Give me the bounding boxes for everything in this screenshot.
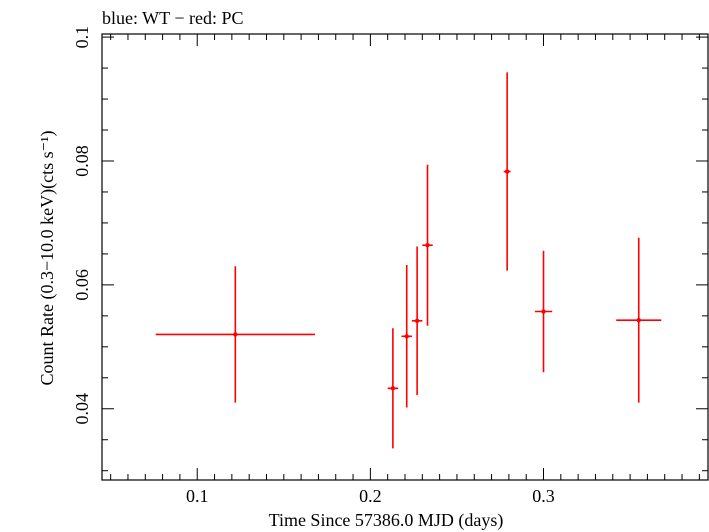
data-point (636, 317, 641, 323)
data-point (425, 243, 430, 248)
plot-area (101, 33, 709, 481)
y-tick-label: 0.06 (72, 269, 92, 301)
series-0 (155, 72, 662, 449)
x-axis-label: Time Since 57386.0 MJD (days) (269, 510, 504, 531)
y-axis-label: Count Rate (0.3−10.0 keV)(cts s⁻¹) (37, 130, 58, 385)
x-tick-label: 0.1 (186, 486, 209, 506)
y-axis: 0.04 0.06 0.08 0.1 (72, 26, 708, 472)
data-point (390, 386, 396, 391)
x-tick-label: 0.3 (532, 486, 555, 506)
y-tick-label: 0.08 (72, 145, 92, 177)
data-point (414, 318, 420, 324)
data-point (233, 332, 238, 337)
data-point (404, 334, 409, 339)
data-point (541, 309, 546, 314)
y-tick-label: 0.04 (72, 393, 92, 425)
x-axis: 0.1 0.2 0.3 (110, 34, 700, 506)
data-point (504, 169, 510, 174)
data-series (155, 72, 662, 449)
x-tick-label: 0.2 (359, 486, 382, 506)
chart-title: blue: WT − red: PC (102, 8, 243, 28)
y-tick-label: 0.1 (72, 26, 92, 49)
